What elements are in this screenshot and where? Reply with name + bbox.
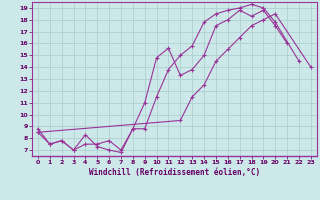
- X-axis label: Windchill (Refroidissement éolien,°C): Windchill (Refroidissement éolien,°C): [89, 168, 260, 177]
